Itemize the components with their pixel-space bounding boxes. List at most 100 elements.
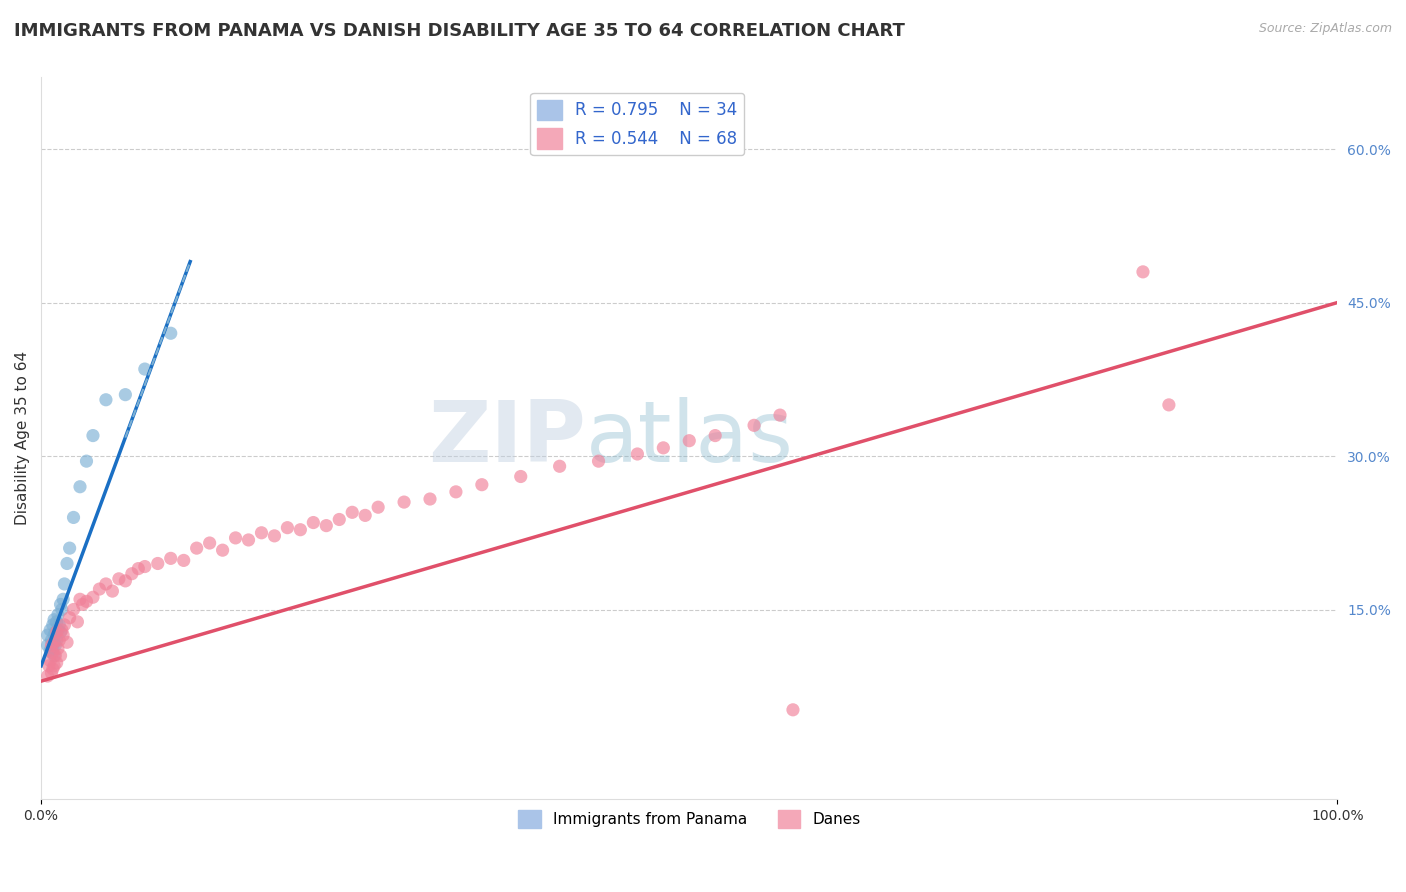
Point xyxy=(41,633,63,648)
Point xyxy=(444,484,467,499)
Legend: Immigrants from Panama, Danes: Immigrants from Panama, Danes xyxy=(512,804,868,835)
Point xyxy=(290,523,312,537)
Point xyxy=(41,646,63,660)
Point xyxy=(37,638,59,652)
Point xyxy=(66,615,89,629)
Point xyxy=(37,669,59,683)
Point xyxy=(45,656,67,670)
Point xyxy=(354,508,377,523)
Point xyxy=(38,658,60,673)
Point xyxy=(42,658,65,673)
Point xyxy=(159,326,181,341)
Point xyxy=(48,618,70,632)
Point xyxy=(52,628,75,642)
Point xyxy=(211,543,233,558)
Point xyxy=(51,623,73,637)
Point xyxy=(134,362,156,376)
Point xyxy=(42,635,65,649)
Point xyxy=(39,623,62,637)
Point xyxy=(146,557,169,571)
Point xyxy=(76,594,98,608)
Point xyxy=(42,613,65,627)
Point xyxy=(114,574,136,588)
Point xyxy=(652,441,675,455)
Point xyxy=(94,577,117,591)
Point xyxy=(72,598,94,612)
Point xyxy=(121,566,143,581)
Point xyxy=(49,625,72,640)
Point xyxy=(588,454,610,468)
Point xyxy=(238,533,260,547)
Point xyxy=(46,623,69,637)
Point xyxy=(53,577,76,591)
Point xyxy=(419,491,441,506)
Point xyxy=(39,643,62,657)
Point xyxy=(82,428,104,442)
Point xyxy=(186,541,208,555)
Point xyxy=(45,625,67,640)
Point xyxy=(127,561,149,575)
Point xyxy=(626,447,648,461)
Point xyxy=(69,592,91,607)
Point xyxy=(328,512,350,526)
Point xyxy=(51,602,73,616)
Point xyxy=(548,459,571,474)
Point xyxy=(42,662,65,676)
Point xyxy=(108,572,131,586)
Point xyxy=(42,641,65,656)
Point xyxy=(782,703,804,717)
Point xyxy=(42,628,65,642)
Point xyxy=(342,505,364,519)
Point xyxy=(42,618,65,632)
Point xyxy=(41,665,63,680)
Point xyxy=(62,510,84,524)
Point xyxy=(59,611,82,625)
Point xyxy=(49,598,72,612)
Point xyxy=(704,428,727,442)
Point xyxy=(276,521,298,535)
Point xyxy=(89,582,111,596)
Point xyxy=(742,418,765,433)
Point xyxy=(48,633,70,648)
Text: IMMIGRANTS FROM PANAMA VS DANISH DISABILITY AGE 35 TO 64 CORRELATION CHART: IMMIGRANTS FROM PANAMA VS DANISH DISABIL… xyxy=(14,22,905,40)
Point xyxy=(53,618,76,632)
Point xyxy=(225,531,247,545)
Point xyxy=(82,591,104,605)
Point xyxy=(1132,265,1154,279)
Point xyxy=(471,477,494,491)
Point xyxy=(159,551,181,566)
Point xyxy=(173,553,195,567)
Point xyxy=(46,607,69,622)
Point xyxy=(42,646,65,660)
Point xyxy=(101,584,124,599)
Point xyxy=(42,648,65,663)
Text: atlas: atlas xyxy=(585,397,793,480)
Point xyxy=(69,480,91,494)
Point xyxy=(41,638,63,652)
Point xyxy=(44,648,66,663)
Point xyxy=(44,638,66,652)
Point xyxy=(42,635,65,649)
Point xyxy=(678,434,700,448)
Point xyxy=(392,495,415,509)
Point xyxy=(134,559,156,574)
Point xyxy=(94,392,117,407)
Point xyxy=(302,516,325,530)
Point xyxy=(52,592,75,607)
Point xyxy=(46,641,69,656)
Point xyxy=(44,625,66,640)
Point xyxy=(1157,398,1180,412)
Point xyxy=(250,525,273,540)
Text: ZIP: ZIP xyxy=(427,397,585,480)
Point xyxy=(315,518,337,533)
Point xyxy=(37,628,59,642)
Point xyxy=(769,408,792,422)
Point xyxy=(56,635,79,649)
Point xyxy=(39,654,62,668)
Point xyxy=(59,541,82,555)
Text: Source: ZipAtlas.com: Source: ZipAtlas.com xyxy=(1258,22,1392,36)
Point xyxy=(198,536,221,550)
Point xyxy=(45,633,67,648)
Point xyxy=(49,648,72,663)
Point xyxy=(114,387,136,401)
